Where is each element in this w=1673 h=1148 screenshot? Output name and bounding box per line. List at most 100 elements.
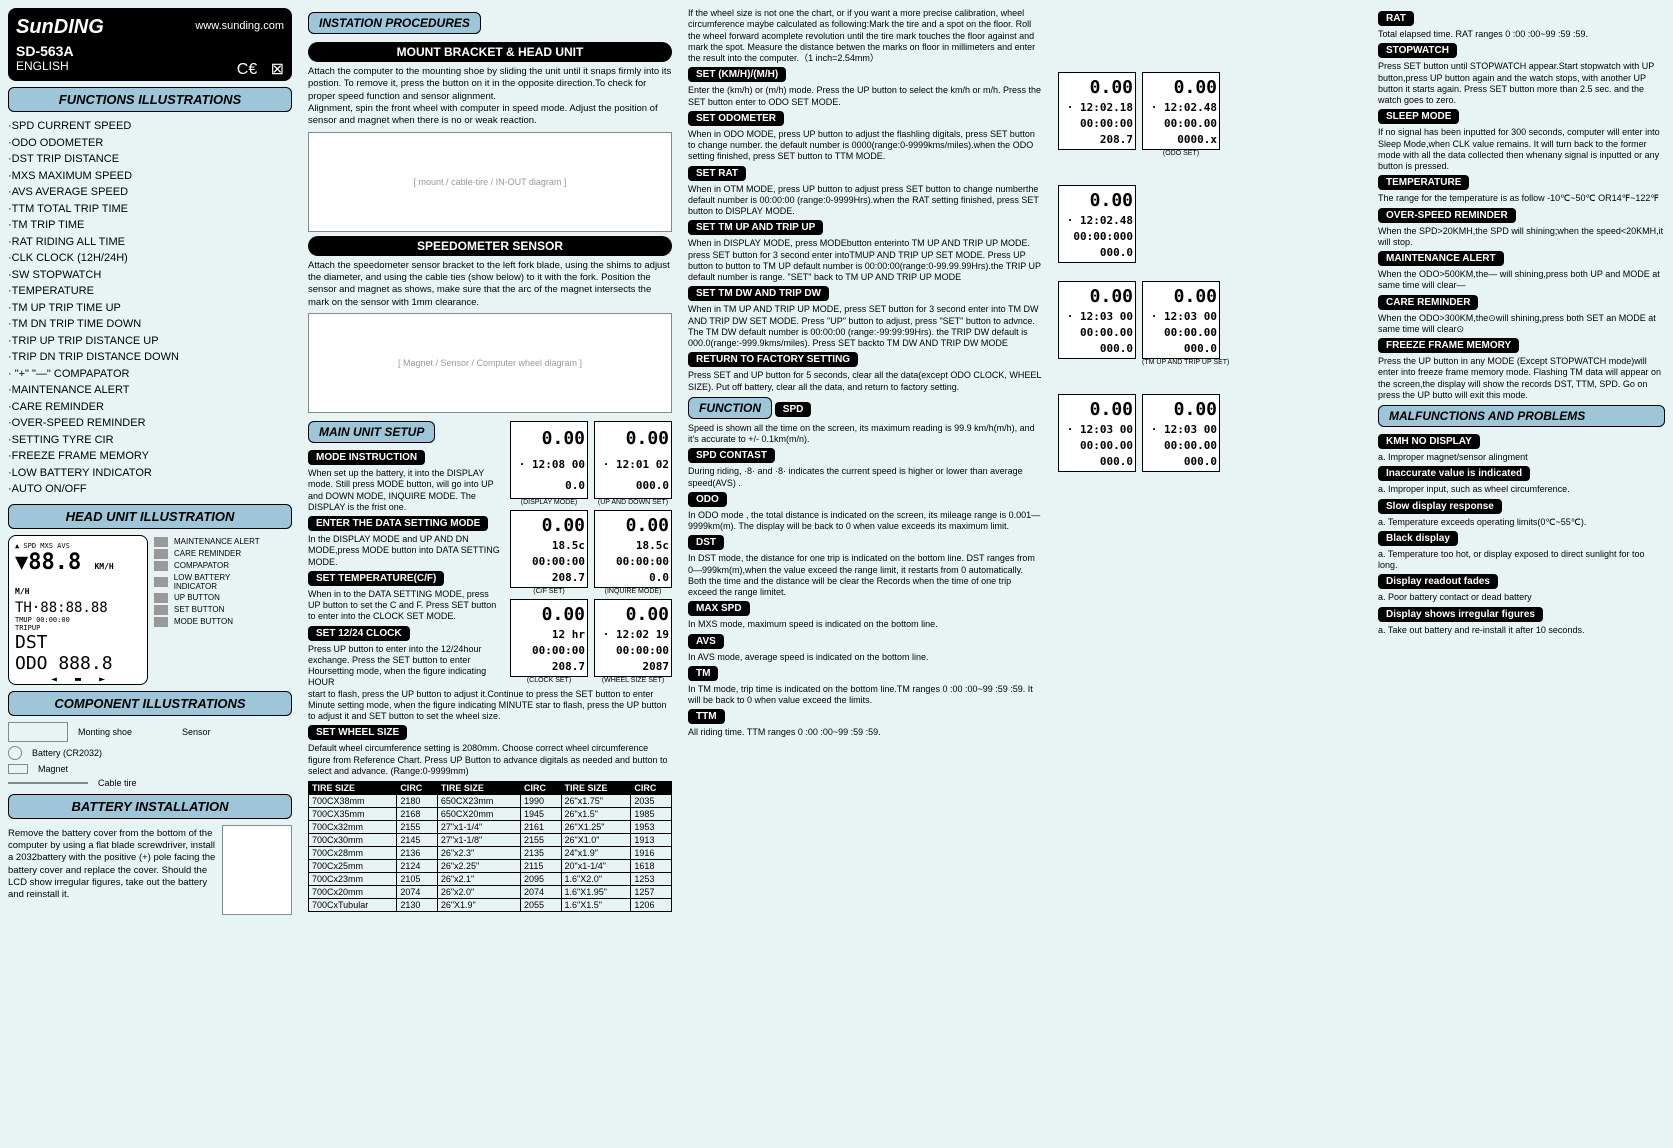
up-button-icon xyxy=(154,593,168,603)
max-spd-text: In MXS mode, maximum speed is indicated … xyxy=(688,619,1042,630)
tm-label: TM xyxy=(688,666,718,681)
care-label: CARE REMINDER xyxy=(1378,295,1478,310)
odo-label: ODO xyxy=(688,492,727,507)
speedo-title: SPEEDOMETER SENSOR xyxy=(308,236,672,256)
fades-text: a. Poor battery contact or dead battery xyxy=(1378,592,1665,603)
column-1: SunDING www.sunding.com SD-563A ENGLISH … xyxy=(0,0,300,1148)
lcd-stack-1: 0.00· 12:08 000.0(DISPLAY MODE) 0.00· 12… xyxy=(510,417,672,689)
speedo-text: Attach the speedometer sensor bracket to… xyxy=(308,260,672,309)
column-3: If the wheel size is not one the chart, … xyxy=(680,0,1050,1148)
maint-label: MAINTENANCE ALERT xyxy=(1378,251,1504,266)
functions-title: FUNCTIONS ILLUSTRATIONS xyxy=(8,87,292,112)
set-tmup-text: When in DISPLAY MODE, press MODEbutton e… xyxy=(688,238,1042,283)
ttm-label: TTM xyxy=(688,709,725,724)
set-tmdw-label: SET TM DW AND TRIP DW xyxy=(688,286,829,301)
legend-block: MAINTENANCE ALERT CARE REMINDER COMPAPAT… xyxy=(154,535,274,629)
mount-title: MOUNT BRACKET & HEAD UNIT xyxy=(308,42,672,62)
stopwatch-label: STOPWATCH xyxy=(1378,43,1457,58)
set-rat-text: When in OTM MODE, press UP button to adj… xyxy=(688,184,1042,218)
set-odo-text: When in ODO MODE, press UP button to adj… xyxy=(688,129,1042,163)
maint-text: When the ODO>500KM,the— will shining,pre… xyxy=(1378,269,1665,292)
enter-data-label: ENTER THE DATA SETTING MODE xyxy=(308,516,488,531)
mount-diagram: [ mount / cable-tire / IN-OUT diagram ] xyxy=(308,132,672,232)
brand-header: SunDING www.sunding.com SD-563A ENGLISH … xyxy=(8,8,292,81)
spd-contast-text: During riding, ·8· and ·8· indicates the… xyxy=(688,466,1042,489)
maintenance-icon xyxy=(154,537,168,547)
slow-label: Slow display response xyxy=(1378,499,1502,514)
set-kmh-text: Enter the (km/h) or (m/h) mode. Press th… xyxy=(688,85,1042,108)
avs-text: In AVS mode, average speed is indicated … xyxy=(688,652,1042,663)
black-display-label: Black display xyxy=(1378,531,1458,546)
speedo-diagram: [ Magnet / Sensor / Computer wheel diagr… xyxy=(308,313,672,413)
set-tmup-label: SET TM UP AND TRIP UP xyxy=(688,220,823,235)
set-rat-label: SET RAT xyxy=(688,166,746,181)
tm-text: In TM mode, trip time is indicated on th… xyxy=(688,684,1042,707)
rat-label: RAT xyxy=(1378,11,1414,26)
column-5: RAT Total elapsed time. RAT ranges 0 :00… xyxy=(1370,0,1673,1148)
model-number: SD-563A xyxy=(16,43,284,59)
set-kmh-label: SET (KM/H)/(M/H) xyxy=(688,67,786,82)
kmh-no-label: KMH NO DISPLAY xyxy=(1378,434,1480,449)
inaccurate-label: Inaccurate value is indicated xyxy=(1378,466,1530,481)
sleep-text: If no signal has been inputted for 300 s… xyxy=(1378,127,1665,172)
battery-title: BATTERY INSTALLATION xyxy=(8,794,292,819)
low-battery-icon xyxy=(154,577,168,587)
function-title: FUNCTION xyxy=(688,397,772,419)
spd-text: Speed is shown all the time on the scree… xyxy=(688,423,1042,446)
stopwatch-text: Press SET button until STOPWATCH appear.… xyxy=(1378,61,1665,106)
mode-button-icon xyxy=(154,617,168,627)
brand-url: www.sunding.com xyxy=(195,20,284,32)
spd-label: SPD xyxy=(775,402,812,417)
return-factory-label: RETURN TO FACTORY SETTING xyxy=(688,352,858,367)
mode-text: When set up the battery, it into the DIS… xyxy=(308,468,502,513)
freeze-label: FREEZE FRAME MEMORY xyxy=(1378,338,1519,353)
temp-text: The range for the temperature is as foll… xyxy=(1378,193,1665,204)
slow-text: a. Temperature exceeds operating limits(… xyxy=(1378,517,1665,528)
component-title: COMPONENT ILLUSTRATIONS xyxy=(8,691,292,716)
avs-label: AVS xyxy=(688,634,724,649)
care-icon xyxy=(154,549,168,559)
spd-contast-label: SPD CONTAST xyxy=(688,448,775,463)
set-tmdw-text: When in TM UP AND TRIP UP MODE, press SE… xyxy=(688,304,1042,349)
instation-title: INSTATION PROCEDURES xyxy=(308,12,481,34)
temp-label: TEMPERATURE xyxy=(1378,175,1469,190)
kmh-no-text: a. Improper magnet/sensor alingment xyxy=(1378,452,1665,463)
care-text: When the ODO>300KM,the⊙will shining,pres… xyxy=(1378,313,1665,336)
set-clock-label: SET 12/24 CLOCK xyxy=(308,626,410,641)
battery-text: Remove the battery cover from the bottom… xyxy=(8,828,216,912)
comparator-icon xyxy=(154,561,168,571)
components-block: Monting shoeSensor Battery (CR2032) Magn… xyxy=(8,722,292,788)
column-2: INSTATION PROCEDURES MOUNT BRACKET & HEA… xyxy=(300,0,680,1148)
inaccurate-text: a. Improper input, such as wheel circumf… xyxy=(1378,484,1665,495)
wheel-intro: If the wheel size is not one the chart, … xyxy=(688,8,1042,64)
irregular-text: a. Take out battery and re-install it af… xyxy=(1378,625,1665,636)
head-unit-title: HEAD UNIT ILLUSTRATION xyxy=(8,504,292,529)
return-text: Press SET and UP button for 5 seconds, c… xyxy=(688,370,1042,393)
set-odo-label: SET ODOMETER xyxy=(688,111,784,126)
odo-text: In ODO mode , the total distance is indi… xyxy=(688,510,1042,533)
language-label: ENGLISH C€ ⊠ xyxy=(16,59,284,73)
head-unit-diagram: ▲ SPD MXS AVS ▼88.8 KM/HM/H TH·88:88.88 … xyxy=(8,535,148,685)
freeze-text: Press the UP button in any MODE (Except … xyxy=(1378,356,1665,401)
enter-data-text: In the DISPLAY MODE and UP AND DN MODE,p… xyxy=(308,534,502,568)
dst-label: DST xyxy=(688,535,724,550)
set-wheel-label: SET WHEEL SIZE xyxy=(308,725,407,740)
overspeed-text: When the SPD>20KMH,the SPD will shining;… xyxy=(1378,226,1665,249)
set-temp-label: SET TEMPERATURE(C/F) xyxy=(308,571,444,586)
set-clock-text-2: start to flash, press the UP button to a… xyxy=(308,689,672,723)
battery-diagram xyxy=(222,825,292,915)
malfunctions-title: MALFUNCTIONS AND PROBLEMS xyxy=(1378,405,1665,427)
dst-text: In DST mode, the distance for one trip i… xyxy=(688,553,1042,598)
mount-text: Attach the computer to the mounting shoe… xyxy=(308,66,672,128)
main-setup-title: MAIN UNIT SETUP xyxy=(308,421,435,443)
ttm-text: All riding time. TTM ranges 0 :00 :00~99… xyxy=(688,727,1042,738)
sleep-label: SLEEP MODE xyxy=(1378,109,1459,124)
column-4: 0.00· 12:02.1800:00:00208.7 0.00· 12:02.… xyxy=(1050,0,1370,1148)
fades-label: Display readout fades xyxy=(1378,574,1498,589)
mode-instruction-label: MODE INSTRUCTION xyxy=(308,450,425,465)
functions-list: ·SPD CURRENT SPEED ·ODO ODOMETER ·DST TR… xyxy=(8,118,292,498)
brand-logo: SunDING xyxy=(16,16,104,38)
set-temp-text: When in to the DATA SETTING MODE, press … xyxy=(308,589,502,623)
black-display-text: a. Temperature too hot, or display expos… xyxy=(1378,549,1665,572)
overspeed-label: OVER-SPEED REMINDER xyxy=(1378,208,1516,223)
